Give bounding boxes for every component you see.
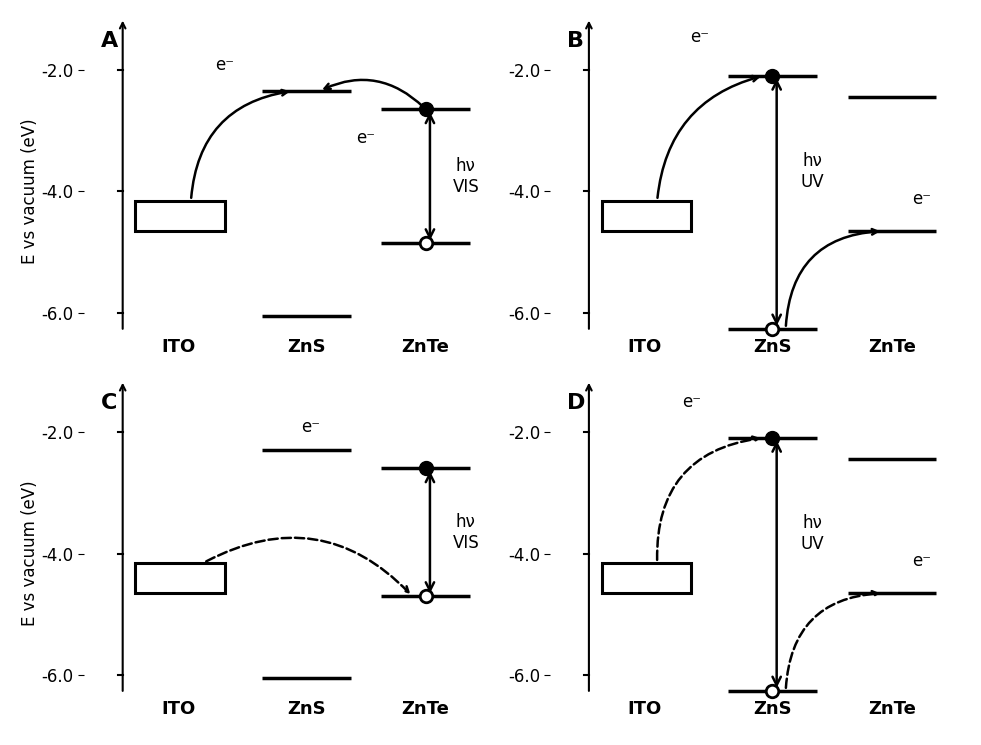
Text: e⁻: e⁻ (912, 552, 931, 570)
Y-axis label: E vs vacuum (eV): E vs vacuum (eV) (21, 481, 39, 627)
Text: ZnTe: ZnTe (402, 700, 449, 718)
Text: e⁻: e⁻ (682, 393, 700, 411)
Bar (601, 562, 692, 593)
Bar (601, 200, 692, 231)
Y-axis label: E vs vacuum (eV): E vs vacuum (eV) (21, 118, 39, 264)
Text: hν
UV: hν UV (800, 152, 824, 191)
Text: hν
UV: hν UV (800, 514, 824, 553)
Text: B: B (567, 31, 584, 51)
Text: e⁻: e⁻ (356, 129, 376, 147)
Text: ZnTe: ZnTe (868, 700, 916, 718)
Text: e⁻: e⁻ (301, 418, 320, 436)
Bar (135, 562, 225, 593)
Text: D: D (567, 393, 586, 413)
Text: e⁻: e⁻ (691, 28, 709, 46)
Text: ITO: ITO (627, 700, 661, 718)
Text: ZnTe: ZnTe (402, 338, 449, 356)
Text: ITO: ITO (627, 338, 661, 356)
Text: ITO: ITO (161, 700, 195, 718)
Text: ZnS: ZnS (753, 338, 792, 356)
Text: ZnS: ZnS (753, 700, 792, 718)
Text: ZnTe: ZnTe (868, 338, 916, 356)
Bar (135, 200, 225, 231)
Text: e⁻: e⁻ (216, 56, 234, 74)
Text: A: A (101, 31, 118, 51)
Text: hν
VIS: hν VIS (452, 157, 479, 196)
Text: C: C (101, 393, 117, 413)
Text: ITO: ITO (161, 338, 195, 356)
Text: ZnS: ZnS (286, 700, 326, 718)
Text: hν
VIS: hν VIS (452, 513, 479, 551)
Text: ZnS: ZnS (286, 338, 326, 356)
Text: e⁻: e⁻ (912, 190, 931, 208)
